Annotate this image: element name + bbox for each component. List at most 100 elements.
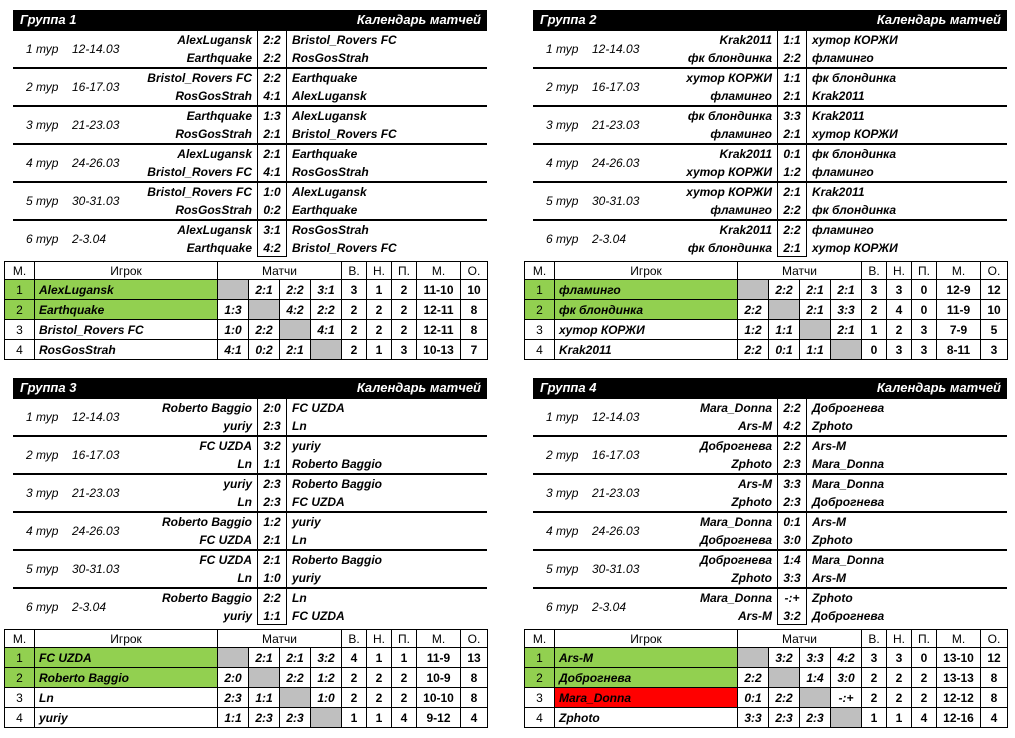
match-cell: 4:1: [217, 339, 249, 360]
position-cell: 1: [4, 279, 35, 300]
round-row: 4 тур 24-26.03 Roberto Baggio 1:2 yuriy: [13, 511, 487, 549]
away-team-name: RosGosStrah: [292, 51, 369, 65]
match-score: 3:3: [777, 107, 807, 125]
goals-header: М.: [936, 629, 981, 648]
away-team-name: Mara_Donna: [812, 477, 885, 491]
round-matches: Mara_Donna 0:1 Ars-M Доброгнева 3:0 Zpho…: [533, 513, 1007, 549]
home-team-name: AlexLugansk: [177, 223, 252, 237]
match-cell: 0:1: [737, 687, 769, 708]
standings-row: 2 Earthquake 1:3 4:2 2:2 2 2 2 12-11 8: [4, 299, 488, 320]
position-cell: 2: [524, 667, 555, 688]
home-team-name: хутор КОРЖИ: [686, 165, 772, 179]
calendar-header: Группа 1 Календарь матчей: [13, 10, 487, 29]
round-row: 1 тур 12-14.03 AlexLugansk 2:2 Bristol_R…: [13, 29, 487, 67]
match-row: Ln 2:3 FC UZDA: [13, 493, 487, 511]
points-header: О.: [460, 629, 488, 648]
goals-cell: 11-10: [416, 279, 461, 300]
round-date: 24-26.03: [592, 524, 640, 538]
match-row: RosGosStrah 4:1 AlexLugansk: [13, 87, 487, 105]
round-label: 2 тур: [546, 448, 579, 462]
away-team-name: Krak2011: [812, 89, 865, 103]
points-cell: 10: [980, 299, 1008, 320]
match-row: Доброгнева 1:4 Mara_Donna: [533, 551, 1007, 569]
away-team-name: Mara_Donna: [812, 457, 885, 471]
draws-cell: 3: [886, 647, 912, 668]
position-cell: 4: [4, 707, 35, 728]
position-cell: 1: [524, 279, 555, 300]
round-date: 2-3.04: [592, 600, 627, 614]
round-date: 24-26.03: [72, 524, 120, 538]
match-score: 1:1: [257, 455, 287, 473]
match-cell: [279, 687, 311, 708]
match-score: 2:2: [257, 31, 287, 49]
match-score: 2:3: [257, 475, 287, 493]
round-label: 3 тур: [26, 486, 59, 500]
goals-header: М.: [416, 629, 461, 648]
draws-header: Н.: [366, 261, 392, 280]
round-info: 3 тур 21-23.03: [546, 475, 639, 511]
home-team-name: Ars-M: [737, 419, 772, 433]
goals-cell: 13-13: [936, 667, 981, 688]
matches-header: Матчи: [217, 629, 342, 648]
round-row: 4 тур 24-26.03 AlexLugansk 2:1 Earthquak…: [13, 143, 487, 181]
wins-cell: 1: [861, 707, 887, 728]
round-label: 2 тур: [546, 80, 579, 94]
goals-cell: 11-9: [936, 299, 981, 320]
standings-row: 1 фламинго 2:2 2:1 2:1 3 3 0 12-9 12: [524, 279, 1008, 300]
match-row: Zphoto 3:3 Ars-M: [533, 569, 1007, 587]
match-cell: 2:2: [737, 339, 769, 360]
match-cell: 2:2: [768, 687, 800, 708]
goals-cell: 7-9: [936, 319, 981, 340]
match-row: RosGosStrah 2:1 Bristol_Rovers FC: [13, 125, 487, 143]
round-date: 16-17.03: [592, 80, 640, 94]
losses-cell: 4: [911, 707, 937, 728]
round-matches: FC UZDA 2:1 Roberto Baggio Ln 1:0 yuriy: [13, 551, 487, 587]
player-cell: фк блондинка: [554, 299, 738, 320]
match-calendar: Группа 3 Календарь матчей 1 тур 12-14.03: [13, 378, 487, 625]
away-team-name: Доброгнева: [812, 495, 885, 509]
home-team-name: yuriy: [223, 419, 252, 433]
round-row: 5 тур 30-31.03 Bristol_Rovers FC 1:0 Ale…: [13, 181, 487, 219]
away-team-name: Krak2011: [812, 185, 865, 199]
match-score: 2:3: [257, 493, 287, 511]
losses-cell: 2: [911, 687, 937, 708]
match-cell: 3:3: [799, 647, 831, 668]
home-team-name: RosGosStrah: [175, 127, 252, 141]
round-date: 2-3.04: [592, 232, 627, 246]
points-cell: 8: [460, 687, 488, 708]
round-row: 2 тур 16-17.03 хутор КОРЖИ 1:1 фк блонди…: [533, 67, 1007, 105]
position-cell: 3: [4, 319, 35, 340]
round-label: 5 тур: [26, 562, 59, 576]
round-date: 30-31.03: [592, 194, 640, 208]
round-info: 2 тур 16-17.03: [26, 437, 119, 473]
match-score: 2:2: [777, 437, 807, 455]
match-row: Ln 1:1 Roberto Baggio: [13, 455, 487, 473]
round-label: 5 тур: [546, 194, 579, 208]
round-info: 3 тур 21-23.03: [26, 475, 119, 511]
match-score: 2:2: [257, 589, 287, 607]
goals-cell: 12-16: [936, 707, 981, 728]
round-info: 2 тур 16-17.03: [546, 69, 639, 105]
position-cell: 3: [4, 687, 35, 708]
round-row: 3 тур 21-23.03 фк блондинка 3:3 Krak2011: [533, 105, 1007, 143]
match-cell: 3:3: [737, 707, 769, 728]
match-cell: 2:2: [279, 279, 311, 300]
match-score: 2:1: [257, 531, 287, 549]
round-date: 12-14.03: [592, 42, 640, 56]
losses-header: П.: [911, 629, 937, 648]
match-row: фламинго 2:2 фк блондинка: [533, 201, 1007, 219]
home-team-name: Krak2011: [719, 223, 773, 237]
standings-row: 3 хутор КОРЖИ 1:2 1:1 2:1 1 2 3 7-9 5: [524, 319, 1008, 340]
wins-cell: 1: [341, 707, 367, 728]
draws-header: Н.: [886, 629, 912, 648]
round-row: 2 тур 16-17.03 Bristol_Rovers FC 2:2 Ear…: [13, 67, 487, 105]
away-team-name: Zphoto: [812, 419, 853, 433]
draws-cell: 2: [886, 687, 912, 708]
position-cell: 4: [4, 339, 35, 360]
points-cell: 8: [460, 319, 488, 340]
match-score: 2:2: [257, 69, 287, 87]
round-label: 2 тур: [26, 448, 59, 462]
round-label: 3 тур: [546, 118, 579, 132]
round-label: 1 тур: [26, 42, 59, 56]
position-cell: 1: [524, 647, 555, 668]
